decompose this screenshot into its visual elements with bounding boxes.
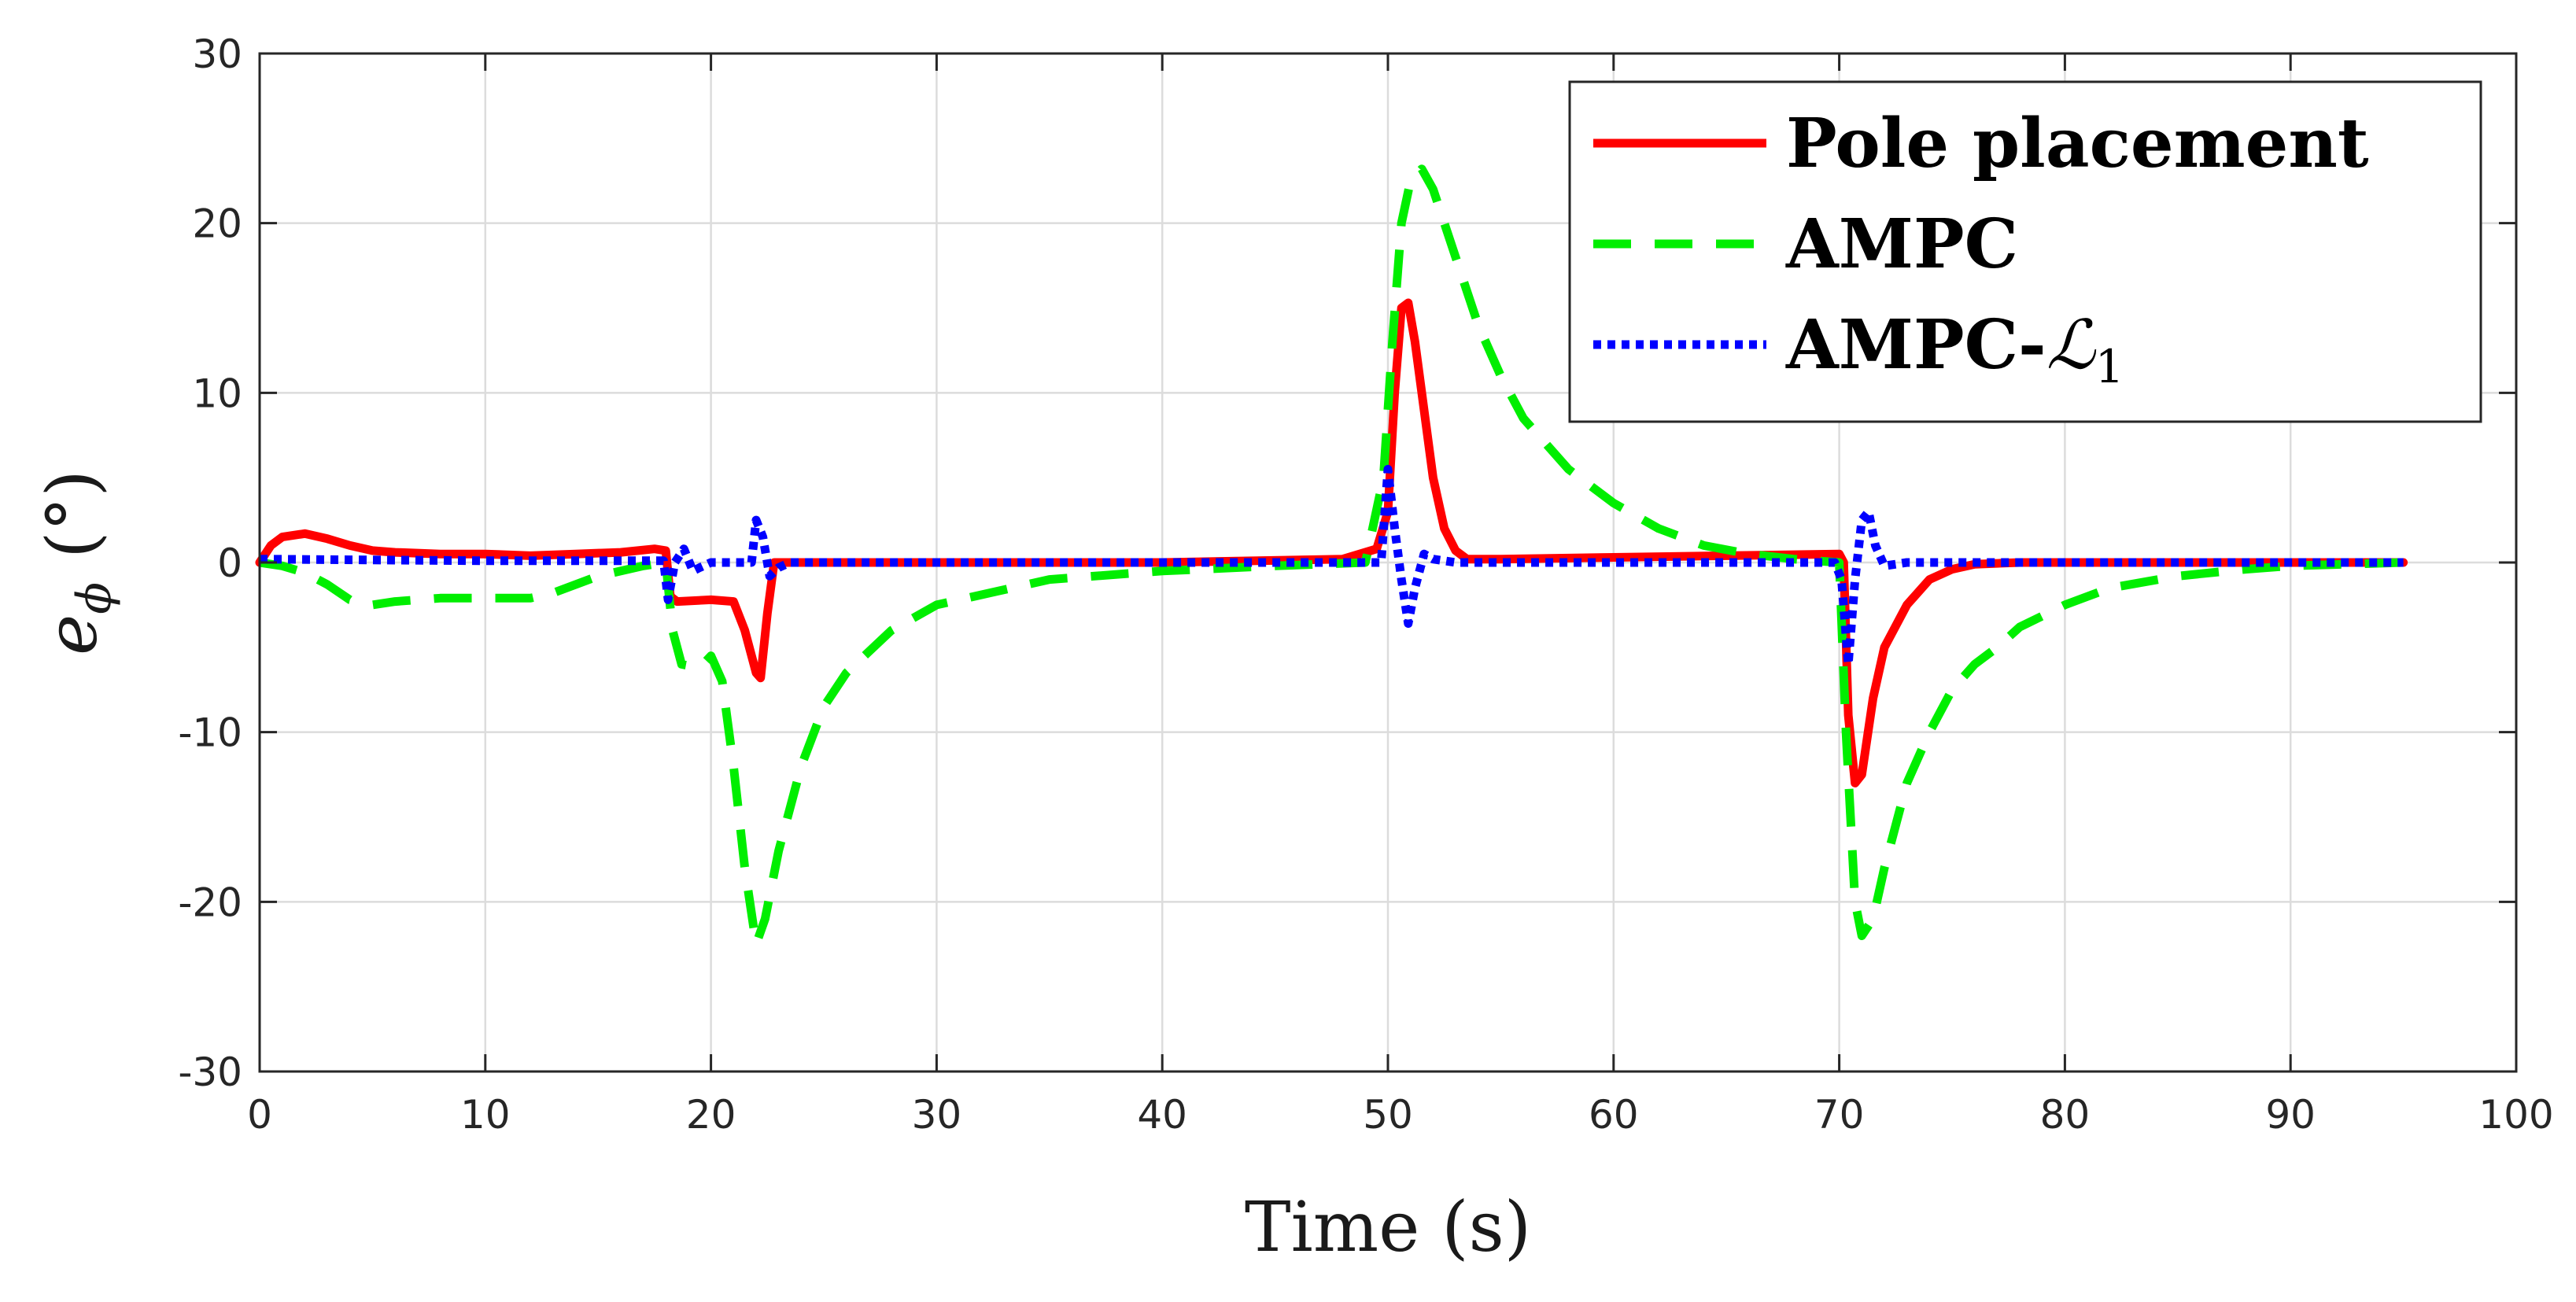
y-axis-title-unit: (°) [31,470,113,559]
y-axis-title: eϕ (°) [31,470,122,655]
series-layer [255,164,2408,949]
series-line-ampc-1 [259,464,2404,669]
y-tick-labels: -30 -20 -10 0 10 20 30 [178,31,242,1095]
y-tick-label: -30 [178,1049,242,1095]
x-tick-label: 100 [2478,1092,2553,1138]
legend-label: AMPC-ℒ1 [1785,305,2124,393]
y-tick-label: 0 [217,540,242,586]
x-tick-label: 70 [1814,1092,1865,1138]
legend-label: AMPC [1785,205,2018,284]
x-tick-label: 80 [2040,1092,2091,1138]
x-tick-label: 0 [247,1092,272,1138]
x-tick-label: 90 [2265,1092,2316,1138]
axis-ticks [258,52,2518,1073]
x-tick-label: 30 [912,1092,962,1138]
y-tick-label: 30 [192,31,242,77]
y-tick-label: 20 [192,201,242,247]
x-tick-label: 40 [1137,1092,1187,1138]
x-tick-label: 20 [686,1092,736,1138]
x-tick-label: 50 [1363,1092,1413,1138]
legend-frame [1568,80,2482,423]
y-axis-title-symbol: e [31,614,113,655]
y-axis-title-subscript: ϕ [67,582,122,614]
x-tick-labels: 0 10 20 30 40 50 60 70 80 90 100 [247,1092,2554,1138]
y-tick-label: -20 [178,880,242,925]
x-tick-label: 10 [460,1092,511,1138]
legend-label: Pole placement [1786,104,2369,183]
legend: Pole placement AMPC AMPC-ℒ1 [1568,80,2482,423]
y-tick-label: -10 [178,710,242,756]
series-line-ampc [259,164,2404,949]
x-axis-title: Time (s) [1245,1186,1531,1267]
series-line-pole-placement [255,298,2408,787]
y-tick-label: 10 [192,371,242,416]
x-tick-label: 60 [1589,1092,1639,1138]
svg-text:eϕ(°): eϕ (°) [31,470,122,655]
